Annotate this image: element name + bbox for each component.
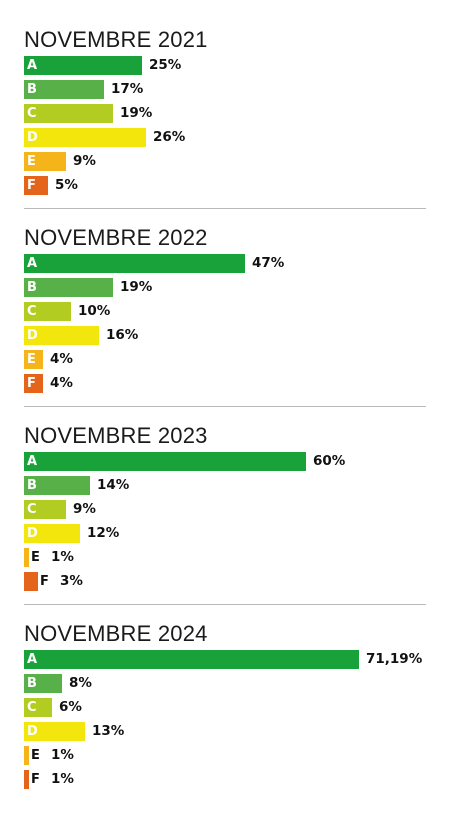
bar-c — [24, 500, 66, 519]
bar-c — [24, 698, 52, 717]
section-divider — [24, 406, 426, 407]
chart-panel: NOVEMBRE 2024 A 71,19% B 8% C 6% D 13% E 1% F 1% — [0, 622, 450, 820]
bar-d — [24, 722, 85, 741]
bar-category-label: C — [27, 502, 37, 517]
bar-d — [24, 326, 99, 345]
bar-category-label: A — [27, 256, 38, 271]
bar-value-label: 14% — [97, 477, 130, 493]
bar-category-label: A — [27, 652, 38, 667]
bar-value-label: 1% — [51, 549, 74, 565]
bar-value-label: 3% — [60, 573, 83, 589]
bar-value-label: 19% — [120, 105, 153, 121]
bar-category-label: D — [27, 328, 38, 343]
bar-f — [24, 176, 48, 195]
bar-value-label: 4% — [50, 375, 73, 391]
bar-e — [24, 746, 29, 765]
bar-value-label: 60% — [313, 453, 346, 469]
bar-category-label: A — [27, 58, 38, 73]
chart-panel: NOVEMBRE 2021 A 25% B 17% C 19% D 26% E 9% F 5% — [0, 28, 450, 226]
bar-e — [24, 548, 29, 567]
bar-value-label: 17% — [111, 81, 144, 97]
bar-value-label: 13% — [92, 723, 125, 739]
bar-category-label: E — [31, 550, 40, 565]
bar-value-label: 1% — [51, 747, 74, 763]
bar-c — [24, 104, 113, 123]
bar-category-label: B — [27, 676, 37, 691]
bar-value-label: 8% — [69, 675, 92, 691]
bar-category-label: D — [27, 724, 38, 739]
bar-a — [24, 650, 359, 669]
bar-value-label: 9% — [73, 153, 96, 169]
bar-category-label: B — [27, 82, 37, 97]
bar-f — [24, 770, 29, 789]
bar-category-label: F — [27, 376, 36, 391]
bar-f — [24, 572, 38, 591]
bar-category-label: C — [27, 700, 37, 715]
bar-category-label: B — [27, 478, 37, 493]
bar-value-label: 16% — [106, 327, 139, 343]
bar-f — [24, 374, 43, 393]
bar-a — [24, 254, 245, 273]
bar-value-label: 71,19% — [366, 651, 423, 667]
bar-category-label: D — [27, 130, 38, 145]
bar-e — [24, 152, 66, 171]
bar-category-label: E — [31, 748, 40, 763]
bar-category-label: C — [27, 106, 37, 121]
chart-panel: NOVEMBRE 2023 A 60% B 14% C 9% D 12% E 1% F 3% — [0, 424, 450, 622]
bar-b — [24, 674, 62, 693]
chart-title: NOVEMBRE 2023 — [24, 423, 208, 448]
bar-category-label: F — [40, 574, 49, 589]
bar-b — [24, 278, 113, 297]
bar-a — [24, 56, 142, 75]
chart-title: NOVEMBRE 2021 — [24, 27, 208, 52]
bar-value-label: 10% — [78, 303, 111, 319]
bar-category-label: F — [31, 772, 40, 787]
bar-value-label: 5% — [55, 177, 78, 193]
section-divider — [24, 208, 426, 209]
bar-category-label: F — [27, 178, 36, 193]
chart-title: NOVEMBRE 2024 — [24, 621, 208, 646]
bar-d — [24, 128, 146, 147]
section-divider — [24, 604, 426, 605]
bar-value-label: 9% — [73, 501, 96, 517]
bar-e — [24, 350, 43, 369]
bar-value-label: 25% — [149, 57, 182, 73]
bar-category-label: C — [27, 304, 37, 319]
bar-category-label: D — [27, 526, 38, 541]
bar-value-label: 6% — [59, 699, 82, 715]
bar-category-label: A — [27, 454, 38, 469]
bar-value-label: 4% — [50, 351, 73, 367]
bar-value-label: 26% — [153, 129, 186, 145]
bar-category-label: E — [27, 154, 36, 169]
bar-c — [24, 302, 71, 321]
chart-title: NOVEMBRE 2022 — [24, 225, 208, 250]
bar-b — [24, 80, 104, 99]
bar-value-label: 1% — [51, 771, 74, 787]
bar-b — [24, 476, 90, 495]
bar-d — [24, 524, 80, 543]
bar-category-label: E — [27, 352, 36, 367]
bar-value-label: 12% — [87, 525, 120, 541]
bar-category-label: B — [27, 280, 37, 295]
chart-panel: NOVEMBRE 2022 A 47% B 19% C 10% D 16% E 4% F 4% — [0, 226, 450, 424]
bar-value-label: 47% — [252, 255, 285, 271]
bar-a — [24, 452, 306, 471]
bar-value-label: 19% — [120, 279, 153, 295]
